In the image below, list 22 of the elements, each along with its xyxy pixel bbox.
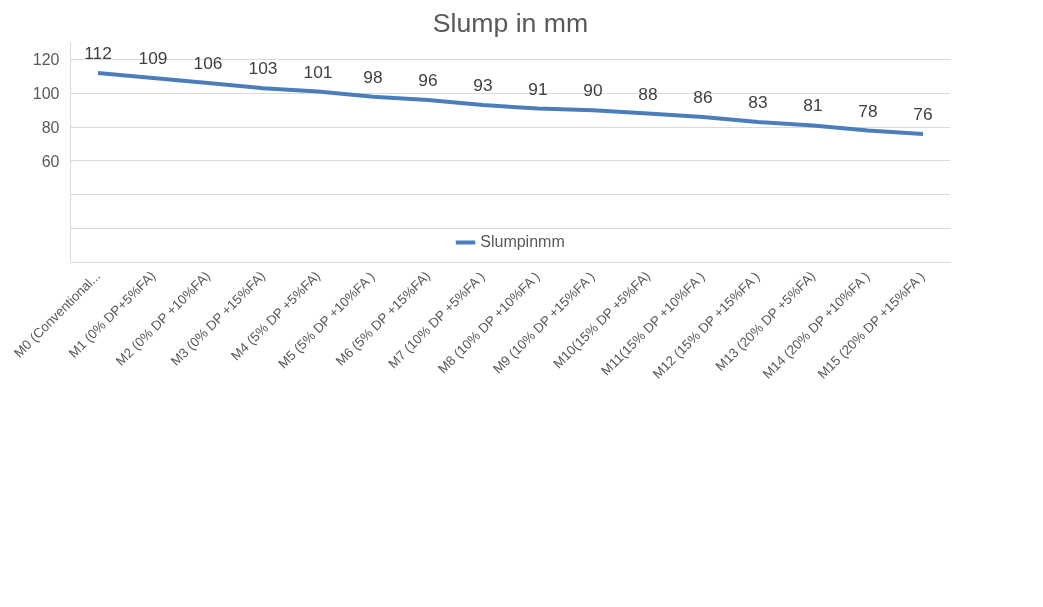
data-label: 101: [303, 61, 333, 82]
data-label: 109: [138, 48, 168, 69]
legend-label: Slumpinmm: [480, 233, 565, 251]
chart-title: Slump in mm: [432, 7, 589, 38]
data-label: 106: [193, 53, 223, 74]
data-label: 81: [803, 95, 823, 116]
y-tick-label: 100: [32, 85, 60, 103]
data-label: 91: [528, 78, 548, 99]
data-label: 76: [913, 103, 933, 124]
data-label: 90: [583, 80, 603, 101]
data-label: 96: [418, 70, 438, 91]
data-label: 78: [858, 100, 878, 121]
data-label: 98: [363, 66, 383, 87]
data-label: 112: [84, 42, 112, 63]
data-label: 88: [638, 83, 658, 104]
y-tick-label: 60: [41, 152, 60, 170]
y-tick-label: 120: [32, 51, 60, 69]
data-label: 86: [693, 86, 713, 107]
data-label: 103: [248, 58, 278, 79]
data-label: 83: [748, 92, 768, 113]
y-tick-label: 80: [41, 119, 60, 137]
data-label: 93: [473, 75, 493, 96]
